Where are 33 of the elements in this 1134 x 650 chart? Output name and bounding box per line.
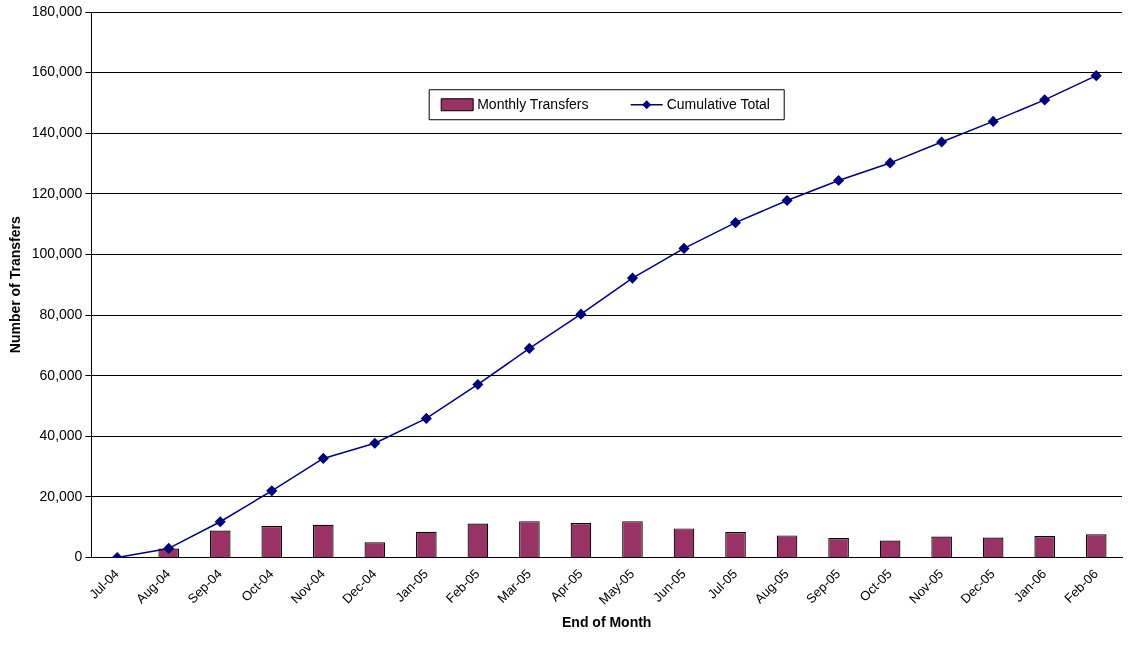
y-tick-label: 60,000 <box>39 366 83 383</box>
point <box>730 217 741 228</box>
point <box>575 308 587 320</box>
point <box>884 157 896 169</box>
point <box>163 543 174 554</box>
y-tick-label: 100,000 <box>31 245 83 262</box>
legend-label: Monthly Transfers <box>477 95 589 112</box>
y-tick-label: 140,000 <box>31 124 83 141</box>
point <box>627 272 638 284</box>
point <box>421 413 432 424</box>
point <box>781 195 793 206</box>
point <box>1090 70 1102 81</box>
y-axis-title: Number of Transfers <box>7 216 24 354</box>
point <box>1039 94 1050 106</box>
point <box>833 175 844 186</box>
x-axis-title: End of Month <box>561 614 652 631</box>
point <box>318 453 329 464</box>
point <box>678 243 690 254</box>
y-tick-label: 40,000 <box>39 427 83 444</box>
y-tick-label: 20,000 <box>39 487 83 504</box>
y-tick-label: 0 <box>74 548 83 565</box>
y-tick-label: 160,000 <box>31 63 83 80</box>
point <box>936 136 947 148</box>
y-tick-label: 80,000 <box>39 305 83 322</box>
point <box>524 343 535 354</box>
point <box>369 438 381 449</box>
y-tick-label: 120,000 <box>31 184 83 201</box>
y-tick-label: 180,000 <box>31 2 83 19</box>
point <box>214 516 226 528</box>
point <box>472 379 484 390</box>
point <box>987 116 999 127</box>
legend-label: Cumulative Total <box>666 95 770 112</box>
point <box>266 485 278 497</box>
